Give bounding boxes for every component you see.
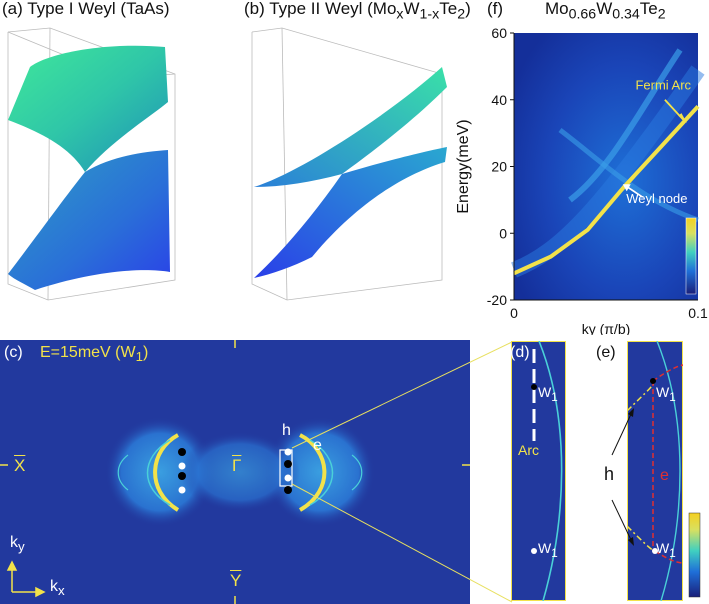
lower-cone-surface <box>8 150 170 290</box>
x-tick-label: 0 <box>510 305 518 321</box>
panel-c-label-text: (c) <box>4 344 23 361</box>
w-sub: 1 <box>551 546 558 560</box>
energy-close: ) <box>143 344 149 361</box>
upper-tilted-cone <box>254 67 447 187</box>
formula-part: Mo <box>545 0 569 18</box>
fermi-arc-curve <box>513 105 700 276</box>
y-bar-label: Y <box>230 571 242 590</box>
panel-d-label: (d) <box>510 344 530 361</box>
panel-e-h-arrows <box>611 408 634 546</box>
panel-b-title-part: Te <box>439 0 458 18</box>
fermi-arc-annotation: Fermi Arc <box>635 78 691 93</box>
panel-b-title: (b) Type II Weyl (MoxW1-xTe2) <box>244 0 471 22</box>
w-sub: 1 <box>551 390 558 404</box>
energy-sub: 1 <box>135 349 144 365</box>
weyl-node-arrowhead <box>622 184 631 192</box>
zoom-connector-lines <box>291 341 513 603</box>
panel-a-type1-weyl-cones <box>7 27 176 301</box>
panel-a-title-text: Type I Weyl (TaAs) <box>27 0 170 18</box>
panel-f-title: (f) <box>487 0 503 19</box>
panel-d-w1-top: W1 <box>538 384 558 404</box>
panel-f-label: (f) <box>487 0 504 18</box>
formula-part: W <box>596 0 613 18</box>
gamma-bar-label: Γ <box>232 456 242 475</box>
panel-d-arc-label: Arc <box>518 442 539 458</box>
panel-a-label: (a) <box>2 0 23 18</box>
panel-d-zoom <box>511 341 566 601</box>
panel-b-sub: 1-x <box>419 6 440 23</box>
panel-a-title: (a) Type I Weyl (TaAs) <box>2 0 170 19</box>
energy-text: E=15meV (W <box>40 344 136 361</box>
y-tick-label: 60 <box>491 25 507 41</box>
x-axis-label: ky (π/b) <box>582 321 631 335</box>
lower-tilted-cone <box>254 147 447 278</box>
panel-e-w1-bottom: W1 <box>656 540 676 560</box>
fermi-arc-d <box>538 341 563 601</box>
w-sub: 1 <box>669 390 676 404</box>
x-bar-label: X <box>14 456 26 475</box>
panel-c-energy-label: E=15meV (W1) <box>40 344 148 364</box>
panel-b-sub: x <box>396 6 404 23</box>
hole-pocket-label: h <box>282 422 291 439</box>
fermi-arc-arrowhead <box>678 113 687 124</box>
y-tick-label: 20 <box>491 159 507 175</box>
panel-c-label: (c) <box>4 344 23 362</box>
right-electron-pocket <box>298 433 327 512</box>
kx-sub: x <box>58 583 65 599</box>
ky-sub: y <box>18 539 25 555</box>
y-tick-label: -20 <box>487 292 507 308</box>
w-text: W <box>656 540 670 556</box>
kx-label: kx <box>50 578 65 598</box>
panel-e-label: (e) <box>596 344 616 361</box>
panel-b-title-part: ) <box>465 0 471 18</box>
panel-b-title-part: W <box>403 0 420 18</box>
formula-part: Te <box>639 0 658 18</box>
panel-e-h-label: h <box>604 464 615 484</box>
panel-b-type2-weyl-cones <box>251 27 447 301</box>
panel-e-zoom <box>627 341 683 601</box>
w-sub: 1 <box>669 546 676 560</box>
electron-pocket-label: e <box>313 437 322 454</box>
panel-e-w1-top: W1 <box>656 384 676 404</box>
panel-f-colorbar <box>685 217 697 295</box>
panel-f-annotations: Fermi Arc Weyl node <box>622 78 692 206</box>
weyl-node-annotation: Weyl node <box>626 191 687 206</box>
panel-e-colorbar <box>688 512 701 598</box>
panel-b-title-part: Type II Weyl (Mo <box>269 0 397 18</box>
w-text: W <box>538 384 552 400</box>
weyl-points <box>178 448 292 494</box>
ky-label: ky <box>10 534 25 554</box>
x-tick-label: 0.1 <box>688 305 708 321</box>
formula-sub: 0.66 <box>568 6 597 23</box>
ky-text: k <box>10 534 18 551</box>
panel-b-sub: 2 <box>457 6 466 23</box>
panel-f-formula: Mo0.66W0.34Te2 <box>545 0 666 22</box>
w-text: W <box>656 384 670 400</box>
y-axis-label: Energy(meV) <box>455 119 472 213</box>
y-tick-label: 0 <box>499 225 507 241</box>
panel-e-e-label: e <box>660 467 669 484</box>
hole-pocket-dashdot <box>627 380 656 552</box>
panel-b-label: (b) <box>244 0 265 18</box>
kx-text: k <box>50 578 58 595</box>
formula-sub: 0.34 <box>612 6 640 23</box>
formula-sub: 2 <box>657 6 666 23</box>
y-tick-label: 40 <box>491 92 507 108</box>
panel-c-fermi-surface <box>0 340 470 604</box>
upper-cone-surface <box>8 45 168 172</box>
w-text: W <box>538 540 552 556</box>
panel-d-w1-bottom: W1 <box>538 540 558 560</box>
kxky-axes-arrows <box>6 560 46 598</box>
